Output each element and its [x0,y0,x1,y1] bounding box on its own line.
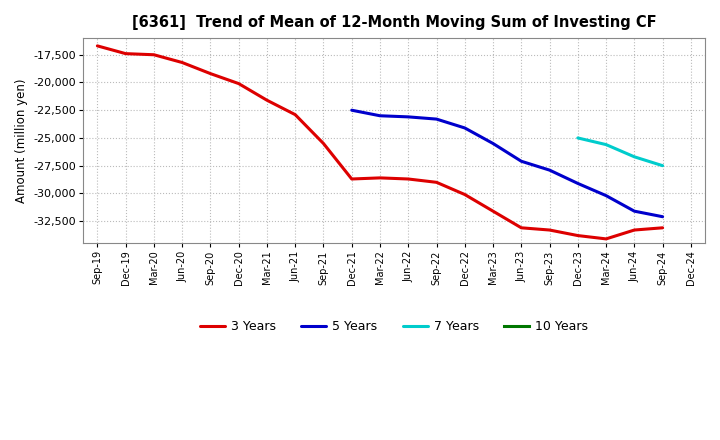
5 Years [489,141,498,146]
7 Years [602,142,611,147]
7 Years [630,154,639,159]
3 Years [658,225,667,231]
3 Years [630,227,639,233]
3 Years [235,81,243,86]
5 Years [348,107,356,113]
3 Years [432,180,441,185]
Y-axis label: Amount (million yen): Amount (million yen) [15,78,28,203]
3 Years [545,227,554,233]
3 Years [404,176,413,182]
3 Years [376,175,384,180]
Legend: 3 Years, 5 Years, 7 Years, 10 Years: 3 Years, 5 Years, 7 Years, 10 Years [195,315,593,338]
5 Years [574,181,582,186]
5 Years [432,117,441,122]
3 Years [517,225,526,231]
5 Years [630,209,639,214]
Line: 3 Years: 3 Years [97,46,662,239]
Line: 7 Years: 7 Years [578,138,662,166]
3 Years [150,52,158,57]
5 Years [404,114,413,120]
5 Years [545,168,554,173]
3 Years [348,176,356,182]
Title: [6361]  Trend of Mean of 12-Month Moving Sum of Investing CF: [6361] Trend of Mean of 12-Month Moving … [132,15,657,30]
5 Years [658,214,667,220]
7 Years [574,136,582,141]
3 Years [319,141,328,146]
3 Years [489,209,498,214]
7 Years [658,163,667,169]
5 Years [461,125,469,131]
3 Years [93,43,102,48]
3 Years [206,71,215,76]
5 Years [376,113,384,118]
3 Years [574,233,582,238]
3 Years [263,98,271,103]
3 Years [461,192,469,197]
Line: 5 Years: 5 Years [352,110,662,217]
3 Years [602,236,611,242]
5 Years [517,158,526,164]
3 Years [122,51,130,56]
3 Years [291,112,300,117]
5 Years [602,193,611,198]
3 Years [178,60,186,65]
